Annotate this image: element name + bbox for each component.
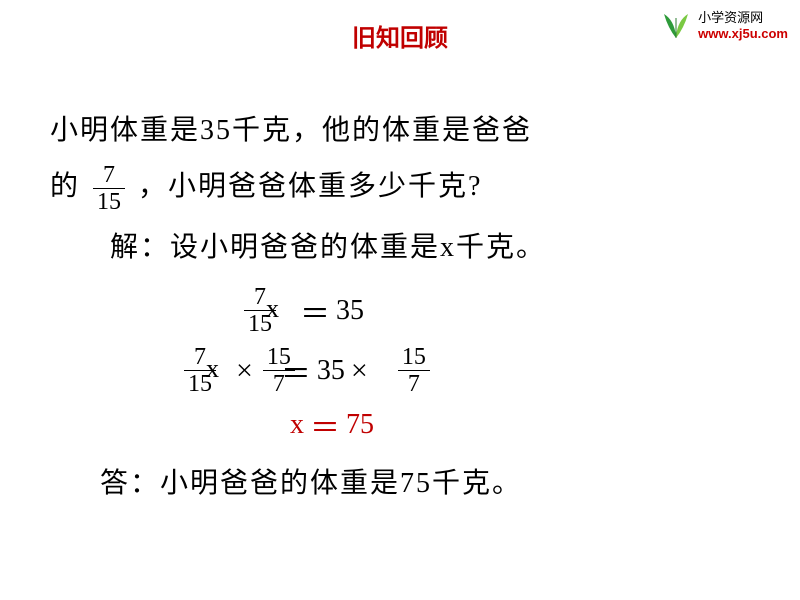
equation-1: 7 15 x ＝ 35 — [0, 284, 800, 338]
weight-value: 35 — [200, 115, 232, 146]
problem-part2: 千克，他的体重是爸爸 — [232, 115, 532, 146]
solution-prefix: 解： — [110, 232, 170, 263]
equals-2: ＝ — [281, 349, 311, 393]
result-var: x — [290, 409, 304, 441]
rhs-2-val: 35 — [317, 355, 345, 387]
multiply-left: × — [236, 354, 253, 388]
solution-line: 解：设小明爸爸的体重是x千克。 — [0, 223, 800, 273]
logo-url-text: www.xj5u.com — [698, 26, 788, 42]
equals-1: ＝ — [300, 289, 330, 333]
fraction-7-15: 7 15 — [93, 162, 125, 216]
rhs-1: 35 — [336, 295, 364, 327]
leaf-icon — [658, 8, 694, 44]
frac-15-7-right: 15 7 — [398, 344, 430, 398]
result-value: 75 — [346, 409, 374, 441]
problem-part4: ，小明爸爸体重多少千克? — [138, 171, 482, 202]
frac-coef-1: 7 15 x — [244, 284, 276, 338]
equations: 7 15 x ＝ 35 7 15 x × 15 7 ＝ 35 × 15 7 x … — [0, 284, 800, 448]
answer-prefix: 答： — [100, 468, 160, 499]
logo-cn-text: 小学资源网 — [698, 10, 788, 26]
answer-line: 答：小明爸爸的体重是75千克。 — [0, 461, 800, 501]
answer-text: 小明爸爸的体重是75千克。 — [160, 468, 522, 499]
problem-part1: 小明体重是 — [50, 115, 200, 146]
frac-coef-2: 7 15 x — [184, 344, 216, 398]
site-logo: 小学资源网 www.xj5u.com — [658, 8, 788, 44]
solution-setup: 设小明爸爸的体重是x千克。 — [170, 232, 546, 263]
problem-part3: 的 — [50, 171, 80, 202]
equation-3: x ＝ 75 — [0, 403, 800, 447]
equation-2: 7 15 x × 15 7 ＝ 35 × 15 7 — [0, 344, 800, 398]
problem-text: 小明体重是35千克，他的体重是爸爸 的 7 15 ，小明爸爸体重多少千克? — [0, 53, 800, 215]
multiply-right: × — [351, 354, 368, 388]
equals-3: ＝ — [310, 403, 340, 447]
